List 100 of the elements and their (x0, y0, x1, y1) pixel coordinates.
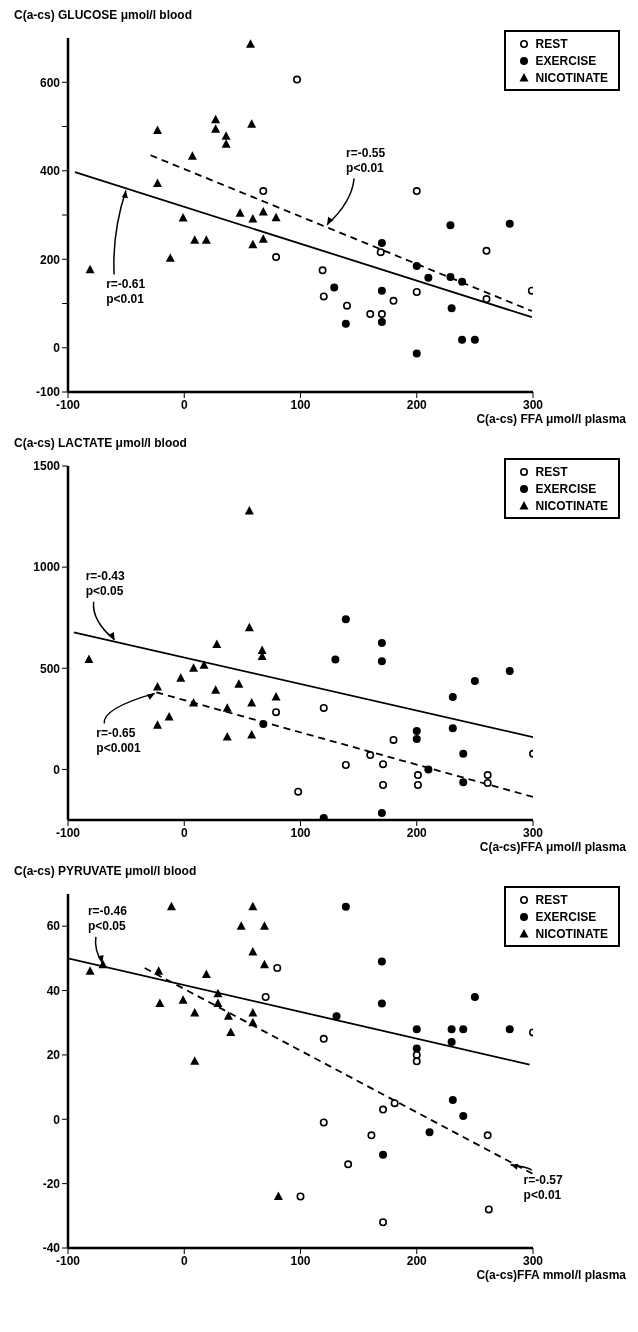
point (319, 1034, 328, 1043)
point (244, 622, 254, 632)
x-axis-title: C(a-cs)FFA mmol/l plasma (476, 1268, 626, 1282)
point (447, 304, 456, 313)
point (458, 277, 467, 286)
point (376, 248, 385, 257)
point (412, 187, 421, 196)
point (319, 1118, 328, 1127)
y-tick-label: 0 (53, 1112, 61, 1127)
point (470, 992, 479, 1001)
point (319, 813, 328, 820)
y-tick-label: -40 (42, 1241, 61, 1256)
point (412, 349, 421, 358)
point (377, 310, 386, 319)
point (341, 902, 350, 911)
point (259, 187, 268, 196)
y-axis-title: C(a-cs) GLUCOSE μmol/l blood (14, 8, 193, 22)
point (379, 1218, 388, 1227)
point (366, 310, 375, 319)
point (222, 732, 232, 741)
legend-label: EXERCISE (535, 53, 597, 68)
point (178, 213, 188, 222)
point (483, 778, 492, 787)
point (448, 1095, 457, 1104)
point (153, 125, 163, 134)
point (424, 765, 433, 774)
point (221, 139, 231, 148)
point (318, 266, 327, 275)
point (153, 720, 163, 729)
point (482, 246, 491, 255)
point (248, 1017, 258, 1027)
point (446, 221, 455, 230)
point (244, 505, 254, 515)
point (379, 1105, 388, 1114)
point (212, 639, 222, 648)
point (247, 698, 257, 707)
y-tick-label: -100 (35, 385, 61, 400)
x-tick-label: 300 (522, 1253, 544, 1268)
x-tick-label: 200 (406, 1253, 428, 1268)
x-axis-title: C(a-cs)FFA μmol/l plasma (479, 840, 626, 854)
point (470, 677, 479, 686)
point (390, 1099, 399, 1108)
point (296, 1192, 305, 1201)
point (447, 1038, 456, 1047)
point (213, 998, 223, 1007)
y-tick-label: 40 (46, 983, 61, 998)
point (153, 682, 163, 691)
point (413, 781, 422, 790)
point (248, 946, 258, 956)
point (153, 178, 163, 188)
point (448, 693, 457, 702)
legend-label: NICOTINATE (535, 926, 608, 941)
point (271, 692, 281, 701)
point (446, 272, 455, 281)
point (377, 318, 386, 327)
point (505, 1025, 514, 1034)
point (412, 261, 421, 270)
point (424, 273, 433, 282)
point (412, 1025, 421, 1034)
point (344, 1160, 353, 1169)
point (377, 999, 386, 1008)
x-tick-label: 100 (290, 1253, 311, 1268)
point (448, 724, 457, 733)
point (367, 1131, 376, 1140)
point (155, 998, 165, 1007)
point (178, 995, 188, 1004)
point (199, 660, 209, 669)
point (459, 1025, 468, 1034)
point (246, 39, 256, 48)
point (389, 296, 398, 305)
point (459, 1112, 468, 1121)
point (257, 645, 267, 654)
point (189, 663, 199, 672)
point (248, 213, 258, 223)
point (412, 726, 421, 735)
y-tick-label: 0 (53, 341, 61, 356)
point (459, 778, 468, 787)
x-tick-label: 100 (290, 825, 311, 840)
y-axis-title: C(a-cs) LACTATE μmol/l blood (14, 436, 187, 450)
x-tick-label: 200 (406, 397, 428, 412)
point (482, 295, 491, 304)
point (319, 292, 328, 301)
point (379, 1150, 388, 1159)
y-axis-title: C(a-cs) PYRUVATE μmol/l blood (14, 864, 197, 878)
point (377, 286, 386, 295)
legend-label: NICOTINATE (535, 70, 608, 85)
point (154, 966, 164, 975)
y-tick-label: 60 (46, 919, 61, 934)
point (85, 966, 95, 975)
point (332, 1012, 341, 1021)
point (331, 655, 340, 664)
point (211, 124, 221, 133)
point (412, 1044, 421, 1053)
point (84, 654, 94, 664)
point (271, 212, 281, 222)
point (330, 283, 339, 292)
point (211, 114, 221, 124)
point (223, 1011, 233, 1020)
point (211, 685, 221, 694)
point (248, 901, 258, 911)
